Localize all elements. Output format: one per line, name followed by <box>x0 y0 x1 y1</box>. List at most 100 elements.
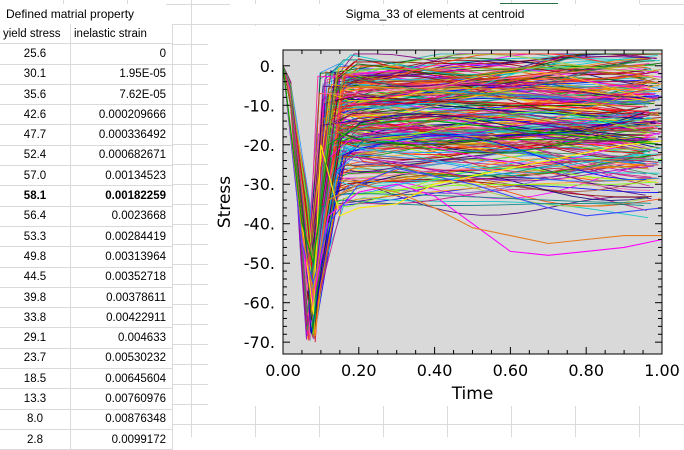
series-line <box>283 53 660 263</box>
yield-stress-cell[interactable]: 47.7 <box>0 124 71 146</box>
table-row: 47.7 0.000336492 <box>0 124 173 146</box>
inelastic-strain-cell[interactable]: 0.00760976 <box>70 388 173 410</box>
series-line <box>283 65 651 262</box>
table-row: 35.6 7.62E-05 <box>0 84 173 106</box>
inelastic-strain-cell[interactable]: 0.000682671 <box>70 145 173 167</box>
series-line <box>283 65 655 267</box>
yield-stress-cell[interactable]: 25.6 <box>0 43 71 65</box>
series-line <box>283 65 644 269</box>
yield-stress-cell[interactable]: 13.3 <box>0 388 71 410</box>
inelastic-strain-cell[interactable]: 0.00645604 <box>70 368 173 390</box>
y-tick-label: 0. <box>260 57 275 76</box>
inelastic-strain-cell[interactable]: 0.00182259 <box>70 185 173 207</box>
stress-chart-svg: 0. -10. -20. -30. -40. -50. -60. -70. 0.00 0.20 0.… <box>215 49 680 404</box>
y-tick-label: -10. <box>244 96 275 115</box>
table-row: 49.8 0.00313964 <box>0 246 173 268</box>
table-row: 23.7 0.00530232 <box>0 348 173 370</box>
x-tick-label: 1.00 <box>644 361 680 380</box>
inelastic-strain-cell[interactable]: 0.00313964 <box>70 246 173 268</box>
series-line <box>283 65 648 336</box>
yield-stress-cell[interactable]: 49.8 <box>0 246 71 268</box>
inelastic-strain-cell[interactable]: 0 <box>70 43 173 65</box>
series-line <box>283 60 656 314</box>
yield-stress-cell[interactable]: 56.4 <box>0 206 71 227</box>
table-row: 33.8 0.00422911 <box>0 307 173 329</box>
series-line <box>283 65 647 333</box>
table-row: 58.1 0.00182259 <box>0 185 173 207</box>
series-line <box>283 65 657 310</box>
yield-stress-cell[interactable]: 52.4 <box>0 145 71 167</box>
yield-stress-cell[interactable]: 2.8 <box>0 429 71 450</box>
inelastic-strain-cell[interactable]: 1.95E-05 <box>70 64 173 85</box>
series-line <box>283 65 660 301</box>
yield-stress-cell[interactable]: 53.3 <box>0 226 71 248</box>
inelastic-strain-cell[interactable]: 0.00352718 <box>70 267 173 288</box>
column-header-inelastic-strain[interactable]: inelastic strain <box>70 24 173 45</box>
series-line <box>283 65 662 285</box>
inelastic-strain-cell[interactable]: 0.00284419 <box>70 226 173 248</box>
table-row: 42.6 0.000209666 <box>0 104 173 126</box>
table-header-row: yield stress inelastic strain <box>0 24 173 45</box>
x-tick-label: 0.80 <box>568 361 604 380</box>
series-line <box>283 65 660 320</box>
y-tick-label: -70. <box>244 333 275 352</box>
series-line <box>283 65 661 315</box>
inelastic-strain-cell[interactable]: 0.00876348 <box>70 409 173 430</box>
y-tick-label: -60. <box>244 294 275 313</box>
property-table-title[interactable]: Defined matrial property <box>0 4 166 24</box>
inelastic-strain-cell[interactable]: 0.00134523 <box>70 165 173 187</box>
y-tick-label: -30. <box>244 175 275 194</box>
property-table: yield stress inelastic strain 25.6 0 30.1 1… <box>0 24 173 450</box>
yield-stress-cell[interactable]: 8.0 <box>0 409 71 430</box>
yield-stress-cell[interactable]: 42.6 <box>0 104 71 126</box>
table-row: 30.1 1.95E-05 <box>0 64 173 85</box>
table-row: 2.8 0.0099172 <box>0 429 173 450</box>
table-row: 25.6 0 <box>0 43 173 65</box>
x-tick-label: 0.40 <box>417 361 453 380</box>
series-line <box>283 65 645 291</box>
series-line <box>283 65 661 264</box>
inelastic-strain-cell[interactable]: 0.000336492 <box>70 124 173 146</box>
x-tick-label: 0.20 <box>341 361 377 380</box>
y-tick-label: -50. <box>244 254 275 273</box>
table-row: 18.5 0.00645604 <box>0 368 173 390</box>
yield-stress-cell[interactable]: 44.5 <box>0 267 71 288</box>
stress-chart[interactable]: 0. -10. -20. -30. -40. -50. -60. -70. 0.00 0.20 0.… <box>208 26 684 406</box>
yield-stress-cell[interactable]: 58.1 <box>0 185 71 207</box>
y-tick-label: -20. <box>244 136 275 155</box>
table-row: 29.1 0.004633 <box>0 327 173 349</box>
inelastic-strain-cell[interactable]: 0.0099172 <box>70 429 173 450</box>
inelastic-strain-cell[interactable]: 0.004633 <box>70 327 173 349</box>
series-line <box>283 65 660 294</box>
yield-stress-cell[interactable]: 30.1 <box>0 64 71 85</box>
table-row: 52.4 0.000682671 <box>0 145 173 167</box>
yield-stress-cell[interactable]: 39.8 <box>0 287 71 309</box>
yield-stress-cell[interactable]: 35.6 <box>0 84 71 106</box>
column-header-yield-stress[interactable]: yield stress <box>0 24 71 45</box>
yield-stress-cell[interactable]: 33.8 <box>0 307 71 329</box>
yield-stress-cell[interactable]: 57.0 <box>0 165 71 187</box>
inelastic-strain-cell[interactable]: 0.00422911 <box>70 307 173 329</box>
series-line <box>283 65 662 295</box>
yield-stress-cell[interactable]: 29.1 <box>0 327 71 349</box>
table-row: 56.4 0.0023668 <box>0 206 173 227</box>
series-line <box>283 65 662 264</box>
yield-stress-cell[interactable]: 23.7 <box>0 348 71 370</box>
table-row: 57.0 0.00134523 <box>0 165 173 187</box>
inelastic-strain-cell[interactable]: 0.0023668 <box>70 206 173 227</box>
yield-stress-cell[interactable]: 18.5 <box>0 368 71 390</box>
chart-title[interactable]: Sigma_33 of elements at centroid <box>230 4 640 24</box>
series-line <box>283 65 646 263</box>
y-axis-label: Stress <box>215 176 235 228</box>
series-group <box>283 53 662 343</box>
x-tick-label: 0.60 <box>493 361 529 380</box>
series-line <box>283 65 659 286</box>
y-tick-label: -40. <box>244 215 275 234</box>
table-row: 13.3 0.00760976 <box>0 388 173 410</box>
inelastic-strain-cell[interactable]: 0.000209666 <box>70 104 173 126</box>
inelastic-strain-cell[interactable]: 0.00378611 <box>70 287 173 309</box>
table-row: 44.5 0.00352718 <box>0 267 173 288</box>
x-tick-label: 0.00 <box>265 361 301 380</box>
inelastic-strain-cell[interactable]: 0.00530232 <box>70 348 173 370</box>
inelastic-strain-cell[interactable]: 7.62E-05 <box>70 84 173 106</box>
